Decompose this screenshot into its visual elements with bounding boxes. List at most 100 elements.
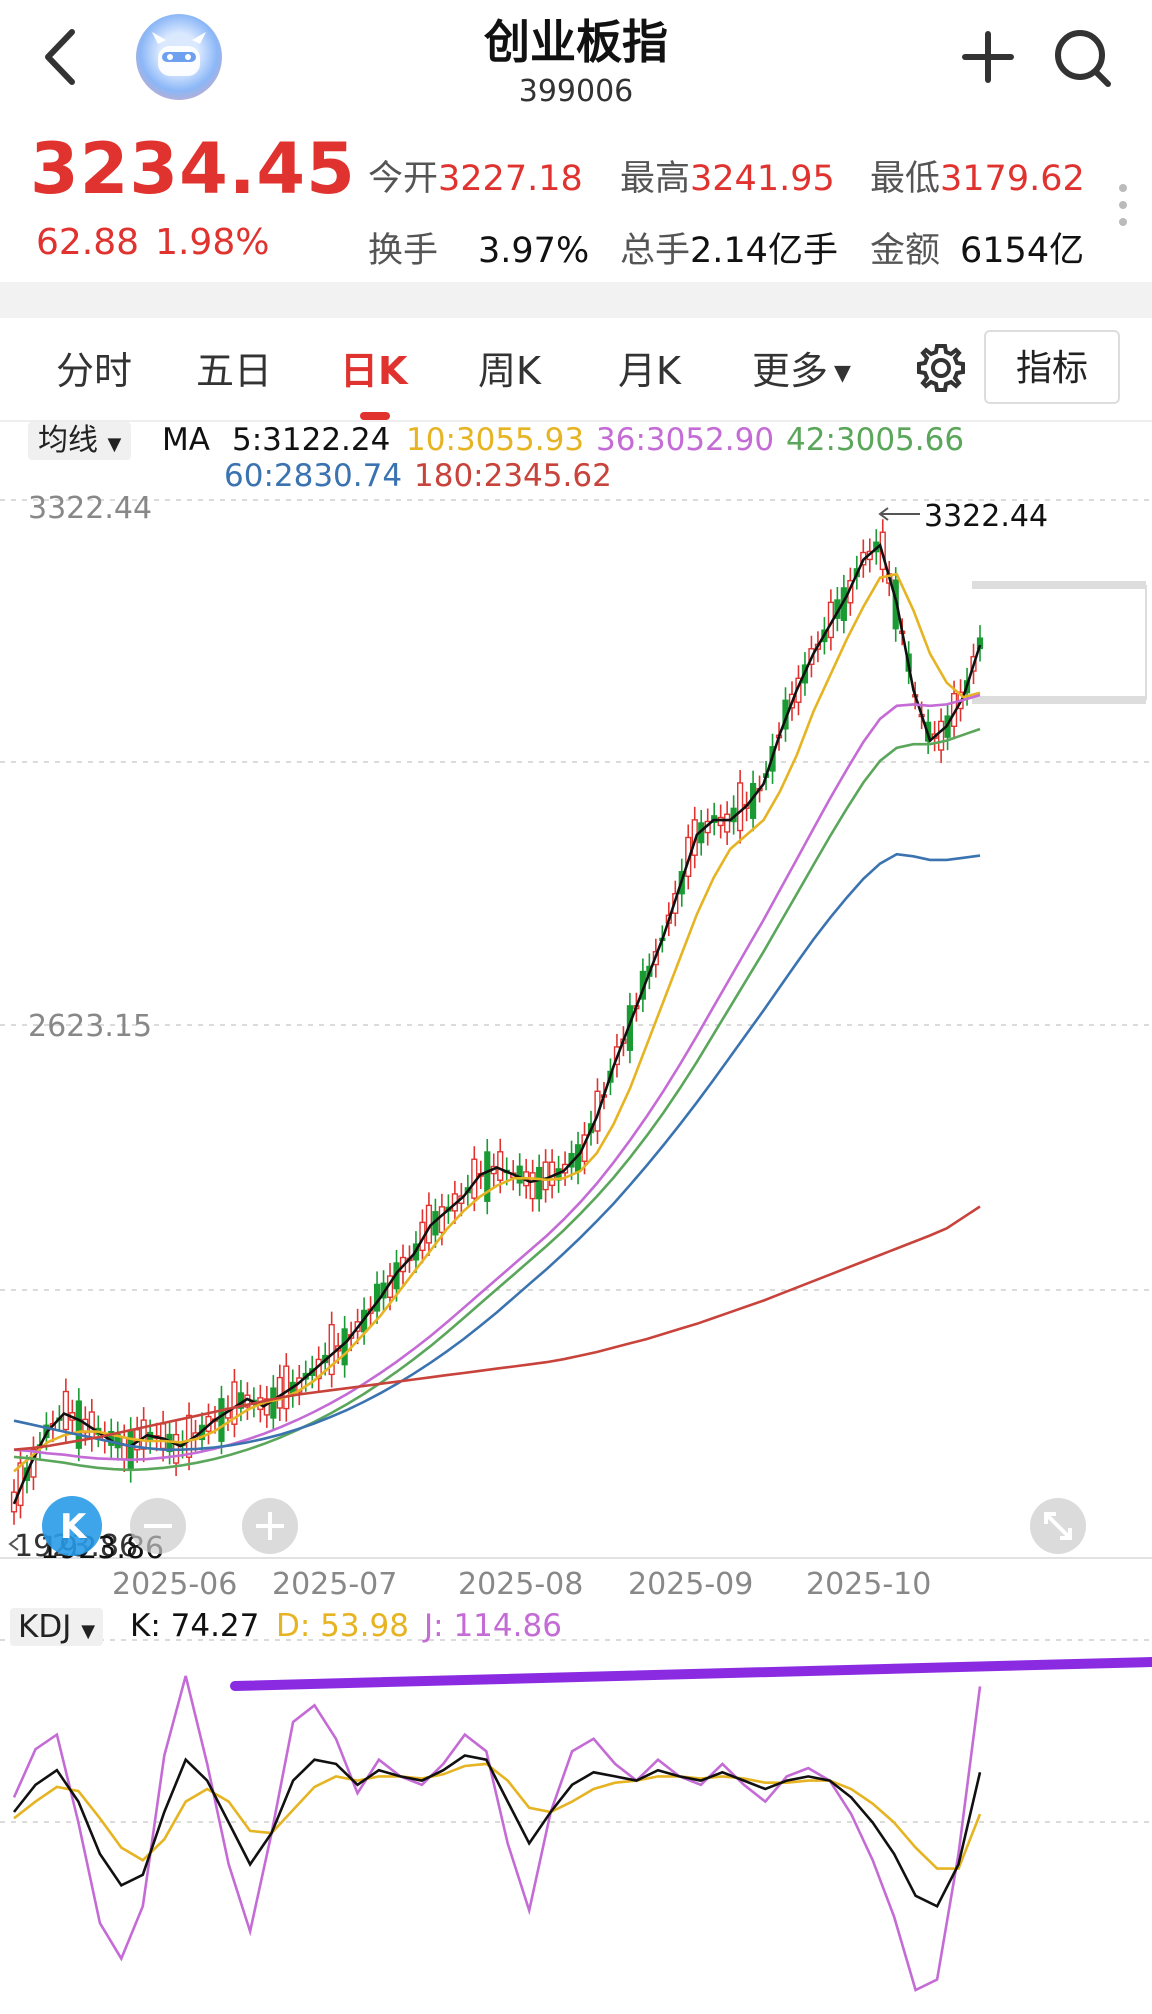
period-tabs: 分时 五日 日K 周K 月K 更多 ▼ <box>0 318 1152 418</box>
change-amount: 62.88 <box>36 222 140 263</box>
kdj-selector[interactable]: KDJ ▼ <box>10 1608 104 1646</box>
candle-body <box>529 1172 536 1200</box>
candle-body <box>283 1365 290 1410</box>
ma-line-ma180 <box>13 1205 981 1451</box>
tab-daily-k[interactable]: 日K <box>340 349 408 393</box>
plus-icon[interactable] <box>955 22 1021 92</box>
mascot-icon <box>152 32 206 76</box>
stat-low: 最低3179.62 <box>870 150 1085 201</box>
ma60-value: 60:2830.74 <box>224 458 403 494</box>
avatar[interactable] <box>136 14 222 100</box>
ma-legend: 均线 ▼ MA 5:3122.24 10:3055.93 36:3052.90 … <box>24 420 1144 500</box>
page-title: 创业板指 <box>484 15 668 69</box>
svg-text:K: K <box>60 1507 88 1547</box>
more-vertical-icon[interactable] <box>1116 180 1130 230</box>
kdj-selector-label: KDJ <box>18 1609 72 1645</box>
stock-code: 399006 <box>518 74 634 109</box>
ma-line-ma5 <box>12 542 982 1505</box>
y-tick-label: 3322.44 <box>28 491 152 526</box>
candle-body <box>328 1323 335 1376</box>
ma5-value: 5:3122.24 <box>232 422 391 458</box>
ma-selector[interactable]: 均线 ▼ <box>28 422 132 460</box>
chart-grid <box>0 499 1152 1823</box>
candle-body <box>497 1151 504 1181</box>
gear-icon[interactable] <box>913 340 969 396</box>
kdj-legend: KDJ ▼ K: 74.27 D: 53.98 J: 114.86 <box>10 1606 1110 1650</box>
ma-selector-label: 均线 <box>38 423 98 458</box>
candle-body <box>140 1419 147 1450</box>
tab-more[interactable]: 更多 ▼ <box>752 340 851 395</box>
header-bar: 创业板指 399006 <box>0 0 1152 125</box>
trend-annotation-line <box>230 1657 1152 1691</box>
kdj-k-value: K: 74.27 <box>130 1608 260 1644</box>
ma-line-ma42 <box>13 727 981 1472</box>
candle-body <box>88 1411 95 1440</box>
section-divider <box>0 282 1152 318</box>
ma36-value: 36:3052.90 <box>596 422 775 458</box>
zoom-in-button[interactable] <box>242 1498 298 1554</box>
tabs-divider <box>0 420 1152 422</box>
indicator-button[interactable]: 指标 <box>984 330 1120 404</box>
stat-value: 6154亿 <box>960 231 1085 271</box>
candle-body <box>938 720 945 751</box>
candlesticks <box>10 519 984 1525</box>
high-marker-label: 3322.44 <box>924 499 1048 534</box>
tab-five-day[interactable]: 五日 <box>196 349 273 393</box>
candle-body <box>542 1161 549 1191</box>
x-axis: 2025-06 2025-07 2025-08 2025-09 2025-10 <box>112 1567 931 1602</box>
chevron-left-icon[interactable] <box>30 22 90 92</box>
stat-amount: 金额 6154亿 <box>870 222 1084 273</box>
caret-down-icon: ▼ <box>107 434 122 455</box>
candle-body <box>516 1165 523 1184</box>
candle-body <box>127 1429 134 1471</box>
tab-more-label: 更多 <box>752 349 829 393</box>
candle-body <box>231 1381 238 1425</box>
ma42-value: 42:3005.66 <box>786 422 965 458</box>
kline-chart[interactable]: 3322.44 2623.15 1923.86 3322.44 1923.86 … <box>0 490 1152 2014</box>
expand-icon[interactable] <box>1030 1498 1086 1554</box>
zoom-out-button[interactable] <box>130 1498 186 1554</box>
kdj-d-line <box>13 1762 982 1870</box>
ma10-value: 10:3055.93 <box>406 422 585 458</box>
stat-turnover: 换手 3.97% <box>368 222 589 273</box>
stat-value: 3179.62 <box>940 159 1085 199</box>
active-tab-indicator <box>360 412 390 420</box>
x-tick-label: 2025-10 <box>806 1567 931 1602</box>
candle-body <box>75 1400 82 1449</box>
candle-body <box>121 1436 128 1460</box>
candle-body <box>484 1151 491 1202</box>
ma180-value: 180:2345.62 <box>414 458 612 494</box>
ma-line-ma36 <box>13 693 981 1462</box>
stat-label: 最低 <box>870 159 941 199</box>
stat-label: 总手 <box>620 231 691 271</box>
caret-down-icon: ▼ <box>81 1621 96 1642</box>
kdj-lines <box>12 1675 982 1992</box>
ma-prefix: MA <box>162 422 210 458</box>
price-change: 62.88 1.98% <box>36 222 269 263</box>
x-tick-label: 2025-09 <box>628 1567 753 1602</box>
stat-value: 3.97% <box>478 231 590 271</box>
tab-weekly-k[interactable]: 周K <box>478 349 541 393</box>
kdj-d-value: D: 53.98 <box>276 1608 409 1644</box>
caret-down-icon: ▼ <box>834 361 851 386</box>
candle-body <box>114 1433 121 1449</box>
candle-body <box>536 1166 543 1200</box>
stat-volume: 总手2.14亿手 <box>620 222 838 273</box>
current-price: 3234.45 <box>30 128 356 210</box>
candle-body <box>549 1161 556 1187</box>
k-logo-button[interactable]: K <box>42 1496 102 1556</box>
candle-body <box>724 813 731 833</box>
ma-line-ma60 <box>13 852 981 1451</box>
kdj-j-line <box>12 1675 982 1992</box>
candle-body <box>62 1390 69 1431</box>
candle-body <box>218 1398 225 1442</box>
kdj-j-value: J: 114.86 <box>424 1608 562 1644</box>
tab-intraday[interactable]: 分时 <box>56 349 133 393</box>
candle-body <box>185 1414 193 1458</box>
search-icon[interactable] <box>1050 22 1116 92</box>
tab-monthly-k[interactable]: 月K <box>618 349 681 393</box>
ma-line-ma10 <box>13 572 981 1473</box>
stat-value: 3241.95 <box>690 159 835 199</box>
candle-body <box>438 1206 445 1234</box>
x-tick-label: 2025-08 <box>458 1567 583 1602</box>
